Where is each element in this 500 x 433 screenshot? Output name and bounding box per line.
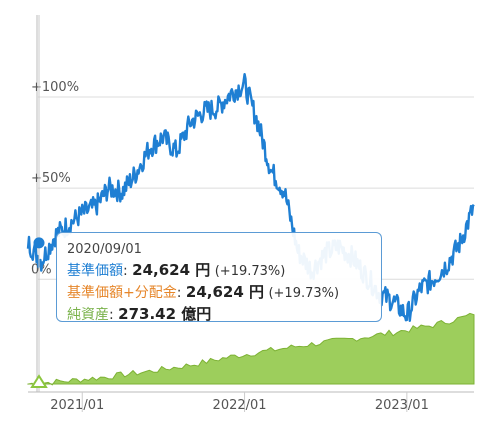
tooltip-nav-div-pct: (+19.73%): [268, 286, 340, 301]
tooltip-nav-div-value: 24,624 円: [185, 283, 265, 301]
x-tick-label: 2021/01: [50, 398, 104, 413]
x-tick-label: 2023/01: [375, 398, 429, 413]
tooltip-sep: :: [176, 285, 182, 301]
tooltip-nav-div-label: 基準価額+分配金: [67, 285, 177, 301]
return-marker: [33, 237, 45, 249]
tooltip-nav-label: 基準価額: [67, 263, 123, 279]
y-tick-label: +50%: [31, 171, 71, 186]
tooltip-nav-value: 24,624 円: [132, 261, 211, 279]
tooltip-sep: :: [109, 307, 114, 323]
tooltip-sep: :: [123, 263, 128, 279]
return-line: [26, 73, 475, 322]
tooltip-date: 2020/09/01: [67, 242, 142, 257]
y-tick-label: +100%: [31, 80, 79, 95]
tooltip-nav-row: 基準価額: 24,624 円 (+19.73%): [67, 260, 371, 282]
assets-marker: [30, 374, 48, 388]
x-tick-label: 2022/01: [213, 398, 267, 413]
data-tooltip: 2020/09/01 基準価額: 24,624 円 (+19.73%) 基準価額…: [56, 232, 382, 323]
tooltip-assets-value: 273.42 億円: [118, 305, 212, 323]
tooltip-nav-div-row: 基準価額+分配金: 24,624 円 (+19.73%): [67, 282, 371, 304]
tooltip-assets-label: 純資産: [67, 307, 109, 323]
tooltip-assets-row: 純資産: 273.42 億円: [67, 304, 371, 326]
net-assets-area: [27, 312, 475, 387]
tooltip-nav-pct: (+19.73%): [214, 264, 286, 279]
